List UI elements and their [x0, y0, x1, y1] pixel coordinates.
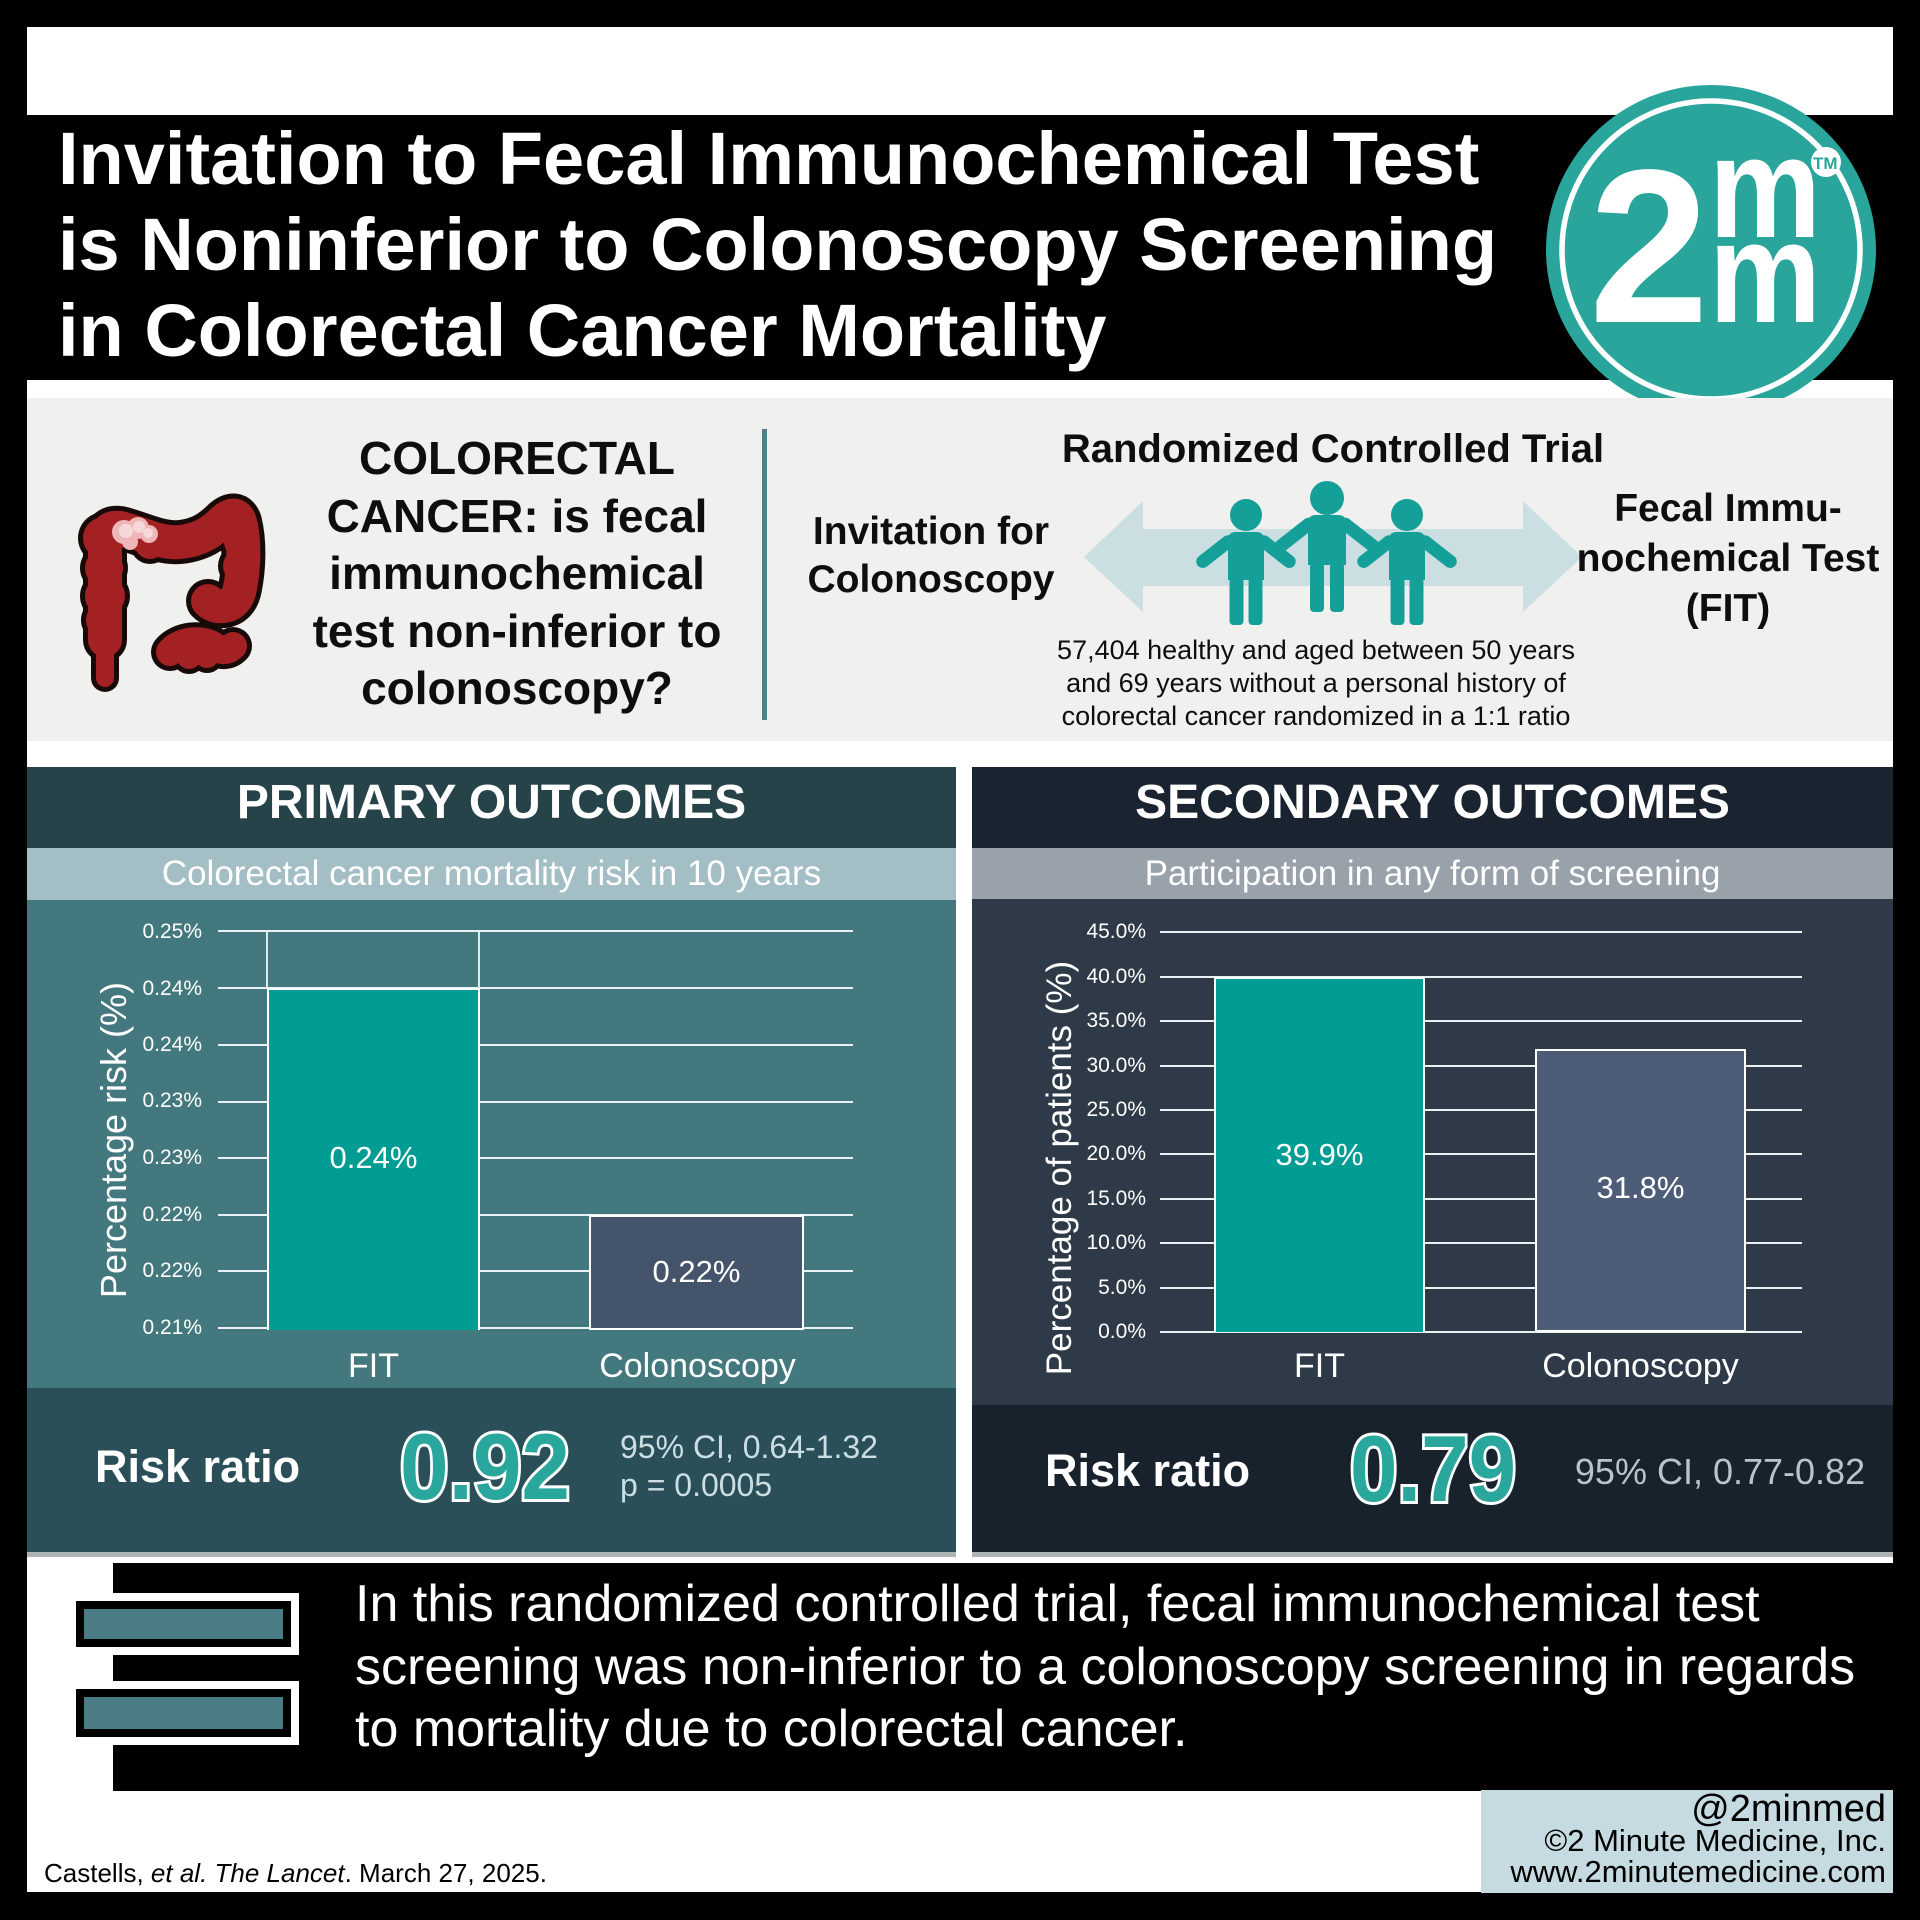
svg-text:2: 2 [1589, 125, 1709, 369]
svg-text:m: m [1709, 192, 1821, 353]
svg-text:TM: TM [1813, 154, 1838, 173]
svg-text:m: m [1709, 107, 1821, 268]
svg-text:0.92: 0.92 [400, 1414, 570, 1519]
svg-text:0.79: 0.79 [1350, 1416, 1516, 1521]
